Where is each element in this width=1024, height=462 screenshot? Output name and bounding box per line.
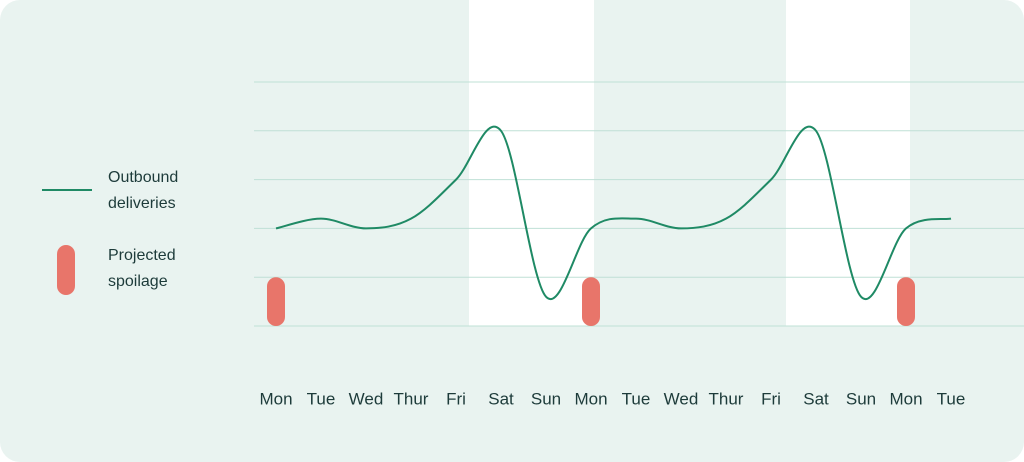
weekend-band [786,0,910,326]
spoilage-pill [267,277,285,326]
x-tick-label: Tue [307,389,336,408]
x-tick-label: Thur [709,389,744,408]
x-tick-label: Wed [349,389,384,408]
x-tick-label: Wed [664,389,699,408]
delivery-line [275,125,952,301]
x-tick-label: Tue [937,389,966,408]
legend-label: Projected spoilage [108,247,176,290]
x-tick-label: Fri [446,389,466,408]
spoilage-pill [897,277,915,326]
x-tick-label: Sat [488,389,514,408]
x-tick-label: Mon [574,389,607,408]
x-tick-label: Mon [259,389,292,408]
x-tick-label: Sun [531,389,561,408]
x-tick-label: Thur [394,389,429,408]
x-tick-label: Sat [803,389,829,408]
weekend-band [469,0,594,326]
x-tick-label: Tue [622,389,651,408]
x-tick-label: Fri [761,389,781,408]
x-tick-label: Sun [846,389,876,408]
legend-pill-swatch [57,245,75,295]
legend-label: Outbound deliveries [108,169,179,212]
x-tick-label: Mon [889,389,922,408]
spoilage-pill [582,277,600,326]
